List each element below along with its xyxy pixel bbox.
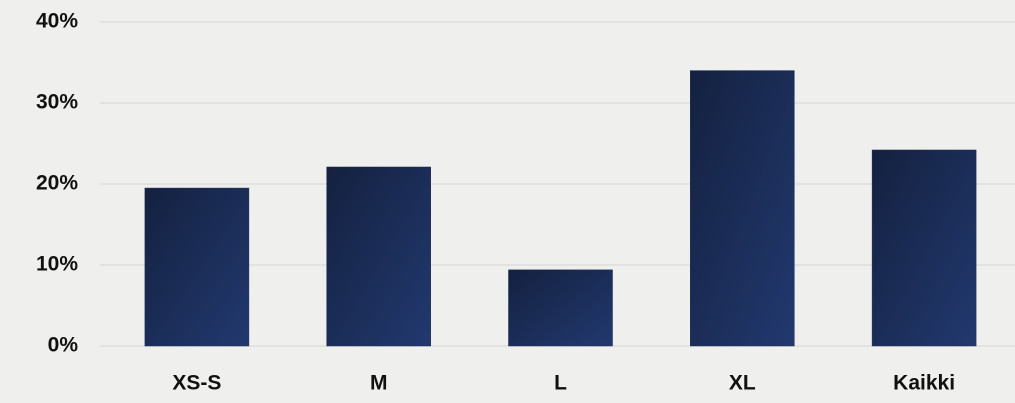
x-tick-label: XL	[729, 372, 756, 395]
bar	[327, 167, 431, 346]
bar	[872, 150, 976, 346]
page: 0%10%20%30%40%XS-SMLXLKaikki (() => { co…	[0, 0, 1015, 403]
bar	[690, 71, 794, 346]
x-tick-label: XS-S	[172, 372, 221, 395]
y-tick-label: 40%	[36, 10, 78, 33]
y-tick-label: 10%	[36, 253, 78, 276]
y-tick-label: 0%	[48, 334, 79, 357]
bar	[509, 270, 613, 346]
y-tick-label: 20%	[36, 172, 78, 195]
y-tick-label: 30%	[36, 91, 78, 114]
bar	[145, 188, 249, 346]
chart: 0% 10% 20% 30% 40% XS-S M L XL Kaikki	[0, 0, 1015, 403]
x-tick-label: M	[370, 372, 388, 395]
x-tick-label: Kaikki	[893, 372, 955, 395]
x-tick-label: L	[554, 372, 567, 395]
